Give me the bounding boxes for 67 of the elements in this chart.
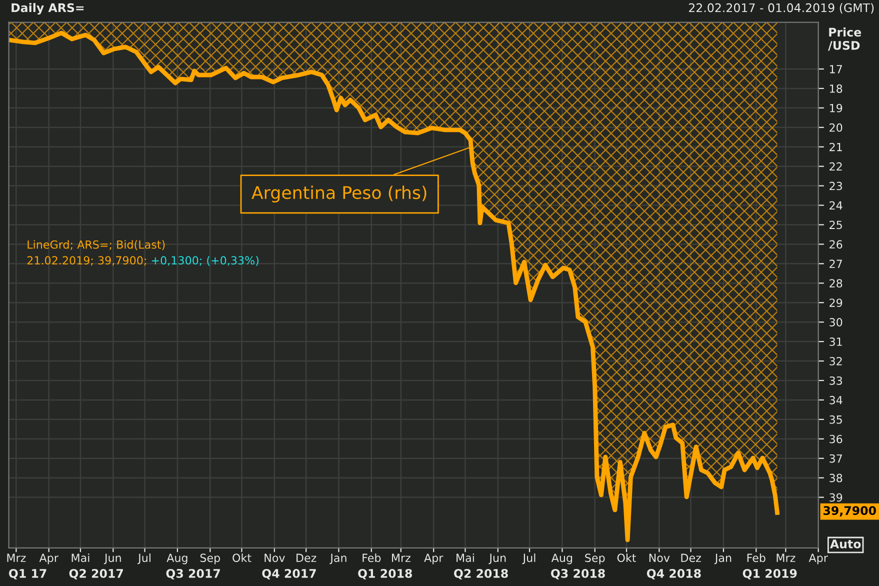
annotation: LineGrd; ARS=; Bid(Last) — [28, 240, 165, 250]
x2-tick-label: Q1 17 — [8, 568, 46, 580]
x-tick-label: Mrz — [7, 554, 26, 562]
x-tick-label: Feb — [747, 553, 766, 562]
y-tick-label: 21 — [830, 142, 842, 152]
x-tick-label: Mrz — [776, 554, 796, 562]
y-tick-label: 25 — [830, 220, 842, 230]
x-tick-label: Mrz — [392, 554, 410, 562]
y-tick-label: 33 — [830, 376, 842, 385]
y-tick-label: 38 — [830, 474, 842, 482]
x2-tick-label: Q3 2018 — [550, 568, 605, 580]
x2-tick-label: Q4 2018 — [646, 568, 701, 580]
chart-subtitle: 22.02.2017 - 01.04.2019 (GMT) — [689, 3, 874, 14]
text: Auto — [830, 540, 861, 548]
y-tick-label: 31 — [830, 338, 842, 346]
annotation: +0,1300; (+0,33%) — [152, 256, 258, 266]
x-tick-label: Jun — [488, 554, 506, 564]
y-tick-label: 27 — [830, 260, 842, 268]
x2-tick-label: Q2 2017 — [69, 568, 123, 580]
x-tick-label: Jul — [137, 553, 150, 564]
x-tick-label: Okt — [617, 553, 636, 562]
annotation: Argentina Peso (rhs) — [252, 186, 426, 202]
x-tick-label: Feb — [362, 553, 381, 562]
y-tick-label: 19 — [830, 104, 842, 112]
x2-tick-label: Q1 2018 — [358, 568, 412, 580]
chart-title: Daily ARS= — [12, 3, 84, 15]
x-tick-label: Sep — [200, 554, 220, 564]
y-tick-label: 23 — [830, 182, 842, 190]
y-tick-label: 28 — [830, 279, 842, 288]
x-tick-label: Jan — [714, 554, 732, 564]
y-tick-label: 17 — [830, 65, 842, 74]
x-tick-label: Jan — [330, 554, 346, 564]
text: 39,7900 — [824, 506, 876, 517]
x-tick-label: Mai — [456, 553, 474, 562]
y-tick-label: 24 — [830, 201, 842, 210]
annotation: 21.02.2019; 39,7900; — [27, 256, 146, 266]
y-tick-label: 20 — [830, 123, 842, 132]
x-tick-label: Apr — [808, 554, 828, 564]
y-tick-label: 34 — [830, 396, 842, 404]
y-tick-label: 36 — [830, 434, 842, 444]
x-tick-label: Jun — [104, 554, 121, 564]
y-tick-label: 30 — [830, 318, 842, 326]
y-tick-label: 29 — [830, 298, 842, 307]
x2-tick-label: Q1 2019 — [742, 568, 797, 580]
x2-tick-label: Q3 2017 — [166, 568, 220, 580]
x2-tick-label: Q2 2018 — [454, 568, 508, 580]
x2-tick-label: Q4 2017 — [262, 568, 316, 580]
x-tick-label: Apr — [424, 554, 444, 564]
y-axis-title: Price /USD — [828, 28, 862, 51]
x-tick-label: Mai — [72, 553, 90, 562]
x-tick-label: Apr — [39, 554, 58, 564]
y-tick-label: 37 — [830, 454, 842, 463]
x-tick-label: Aug — [166, 554, 188, 564]
x-tick-label: Okt — [232, 553, 252, 562]
y-tick-label: 35 — [830, 415, 842, 424]
y-tick-label: 18 — [830, 84, 842, 93]
y-tick-label: 32 — [830, 356, 842, 366]
x-tick-label: Dez — [681, 554, 701, 562]
y-tick-label: 39 — [830, 493, 842, 502]
x-tick-label: Nov — [649, 554, 670, 562]
x-tick-label: Sep — [585, 554, 605, 564]
y-tick-label: 22 — [830, 162, 842, 171]
x-tick-label: Jul — [522, 553, 536, 564]
x-tick-label: Nov — [264, 554, 285, 562]
y-tick-label: 26 — [830, 240, 842, 249]
x-tick-label: Aug — [551, 554, 572, 564]
x-tick-label: Dez — [296, 554, 316, 562]
